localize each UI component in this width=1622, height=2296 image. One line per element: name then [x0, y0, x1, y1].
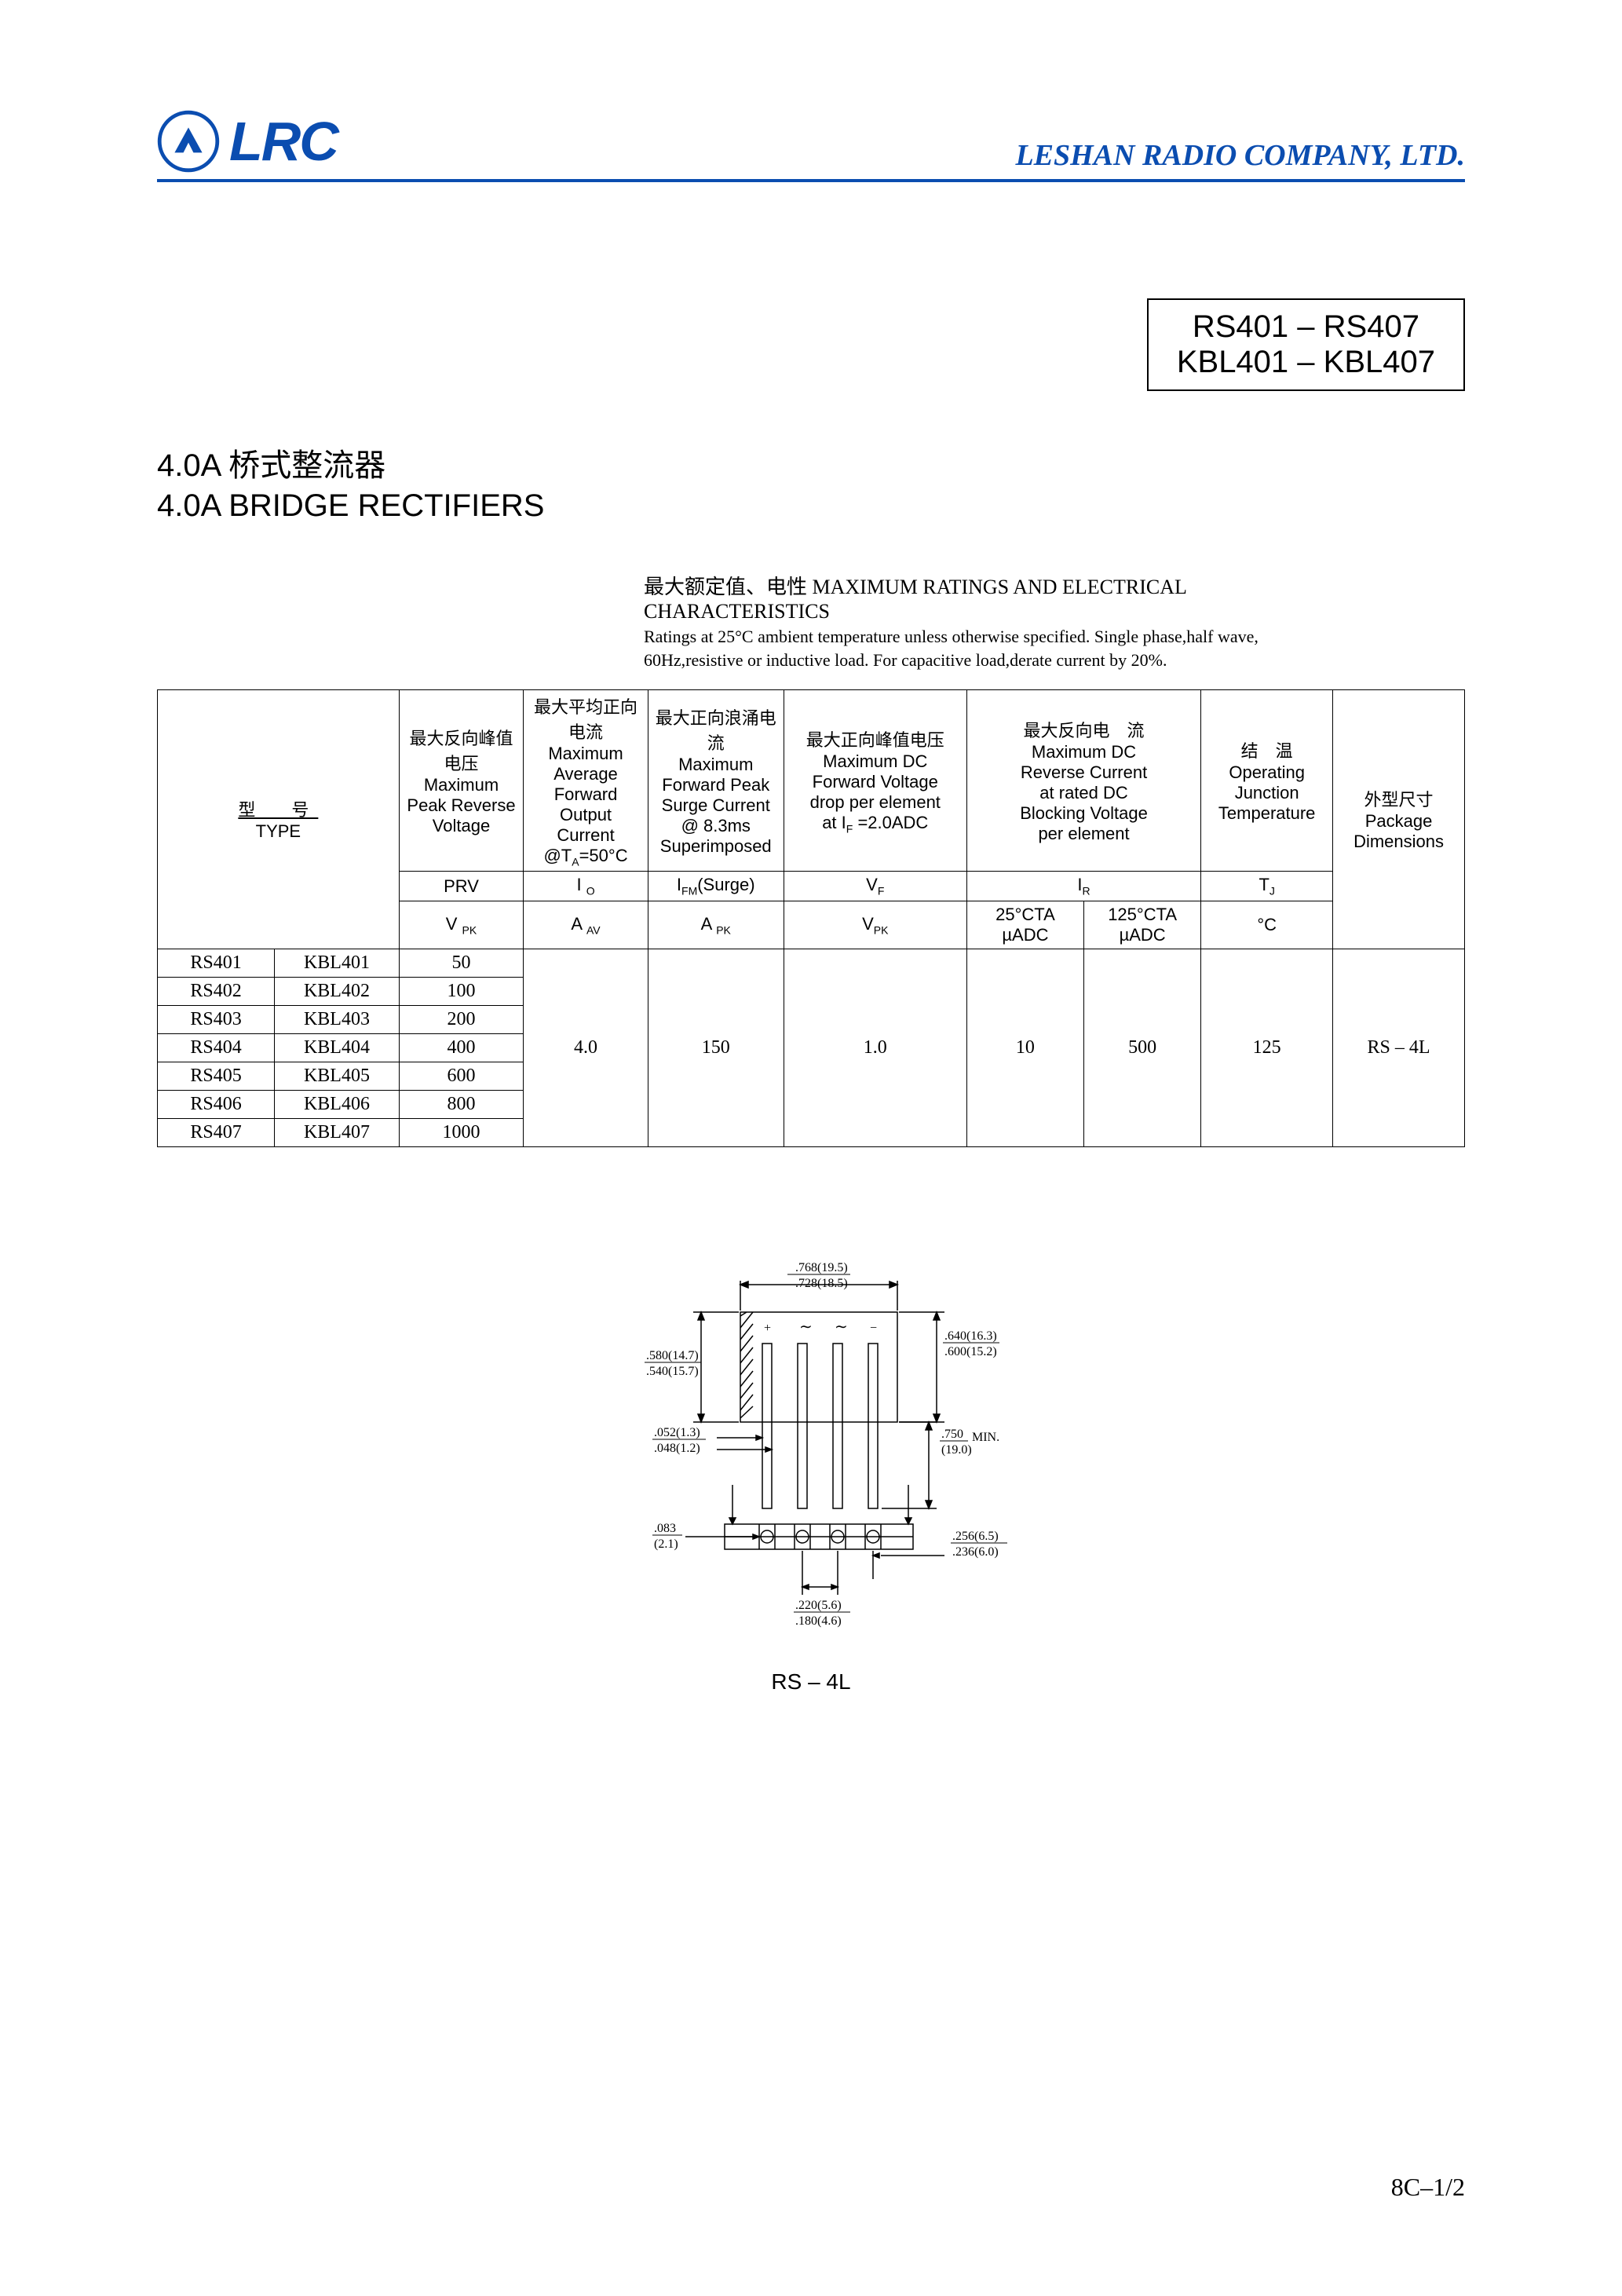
- pin-mark: +: [764, 1322, 771, 1335]
- cell-kbl: KBL406: [275, 1090, 400, 1118]
- cell-kbl: KBL402: [275, 977, 400, 1005]
- logo: LRC: [157, 110, 338, 173]
- cell-ir125: 500: [1084, 949, 1201, 1146]
- dim-lead-len-mm: (19.0): [941, 1443, 972, 1457]
- dim-pitch2-max: .220(5.6): [795, 1599, 842, 1612]
- page-header: LRC LESHAN RADIO COMPANY, LTD.: [157, 110, 1465, 204]
- col-prv: 最大反向峰值电压 Maximum Peak Reverse Voltage: [399, 690, 524, 872]
- col-pkg: 外型尺寸 Package Dimensions: [1333, 690, 1465, 949]
- cell-rs: RS404: [158, 1033, 275, 1062]
- unit-ifm: A PK: [648, 901, 784, 949]
- dim-body-h-min: .600(15.2): [944, 1345, 997, 1358]
- col-type: 型 号 TYPE: [158, 690, 400, 949]
- col-vf: 最大正向峰值电压 Maximum DCForward Voltagedrop p…: [784, 690, 966, 872]
- cell-rs: RS406: [158, 1090, 275, 1118]
- unit-ir25: 25°CTAµADC: [966, 901, 1083, 949]
- cell-kbl: KBL401: [275, 949, 400, 977]
- dim-width-top-min: .728(18.5): [795, 1277, 848, 1290]
- cell-rs: RS405: [158, 1062, 275, 1090]
- dim-lead-w-max: .052(1.3): [654, 1426, 700, 1439]
- col-io: 最大平均正向电流 MaximumAverageForwardOutputCurr…: [524, 690, 648, 872]
- cell-tj: 125: [1201, 949, 1333, 1146]
- dim-body-h-max: .640(16.3): [944, 1329, 997, 1343]
- unit-prv: V PK: [399, 901, 524, 949]
- ratings-header-line2: Ratings at 25°C ambient temperature unle…: [644, 627, 1350, 647]
- title-block: 4.0A 桥式整流器 4.0A BRIDGE RECTIFIERS: [157, 440, 1465, 524]
- page-footer: 8C–1/2: [1391, 2173, 1465, 2202]
- dim-pitch-min: .236(6.0): [952, 1545, 999, 1559]
- package-diagram: + ∼ ∼ − .768(19.5) .728: [157, 1241, 1465, 1695]
- cell-rs: RS407: [158, 1118, 275, 1146]
- dim-pitch-max: .256(6.5): [952, 1530, 999, 1543]
- cell-prv: 50: [399, 949, 524, 977]
- cell-kbl: KBL404: [275, 1033, 400, 1062]
- svg-text:∼: ∼: [835, 1318, 848, 1336]
- sym-tj: TJ: [1201, 872, 1333, 901]
- diagram-label: RS – 4L: [157, 1669, 1465, 1695]
- cell-kbl: KBL405: [275, 1062, 400, 1090]
- dim-width-top-max: .768(19.5): [795, 1261, 848, 1274]
- sym-prv: PRV: [399, 872, 524, 901]
- col-ifm: 最大正向浪涌电流 MaximumForward PeakSurge Curren…: [648, 690, 784, 872]
- cell-kbl: KBL407: [275, 1118, 400, 1146]
- cell-rs: RS402: [158, 977, 275, 1005]
- table-row: RS401 KBL401 50 4.0 150 1.0 10 500 125 R…: [158, 949, 1465, 977]
- cell-prv: 800: [399, 1090, 524, 1118]
- title-en: 4.0A BRIDGE RECTIFIERS: [157, 488, 1465, 524]
- cell-vf: 1.0: [784, 949, 966, 1146]
- package-diagram-svg: + ∼ ∼ − .768(19.5) .728: [560, 1241, 1062, 1650]
- part-line-1: RS401 – RS407: [1177, 309, 1435, 345]
- cell-prv: 400: [399, 1033, 524, 1062]
- cell-prv: 100: [399, 977, 524, 1005]
- dim-h-left-min: .540(15.7): [646, 1365, 699, 1378]
- logo-text: LRC: [229, 110, 338, 173]
- table-header-desc: 型 号 TYPE 最大反向峰值电压 Maximum Peak Reverse V…: [158, 690, 1465, 872]
- logo-icon: [157, 110, 220, 173]
- part-number-box: RS401 – RS407 KBL401 – KBL407: [1147, 298, 1465, 391]
- cell-io: 4.0: [524, 949, 648, 1146]
- unit-ir125: 125°CTAµADC: [1084, 901, 1201, 949]
- part-line-2: KBL401 – KBL407: [1177, 345, 1435, 380]
- cell-ir25: 10: [966, 949, 1083, 1146]
- sym-vf: VF: [784, 872, 966, 901]
- pin-mark: −: [870, 1322, 877, 1335]
- ratings-header: 最大额定值、电性 MAXIMUM RATINGS AND ELECTRICAL …: [644, 571, 1350, 671]
- cell-prv: 600: [399, 1062, 524, 1090]
- cell-rs: RS401: [158, 949, 275, 977]
- dim-hole-dia: .083: [654, 1522, 676, 1535]
- cell-pkg: RS – 4L: [1333, 949, 1465, 1146]
- unit-vf: VPK: [784, 901, 966, 949]
- svg-text:∼: ∼: [799, 1318, 813, 1336]
- col-ir: 最大反向电 流 Maximum DCReverse Currentat rate…: [966, 690, 1200, 872]
- spec-table: 型 号 TYPE 最大反向峰值电压 Maximum Peak Reverse V…: [157, 689, 1465, 1147]
- cell-prv: 200: [399, 1005, 524, 1033]
- unit-tj: °C: [1201, 901, 1333, 949]
- sym-ifm: IFM(Surge): [648, 872, 784, 901]
- dim-lead-len-suffix: MIN.: [972, 1431, 999, 1444]
- dim-h-left-max: .580(14.7): [646, 1349, 699, 1362]
- dim-lead-w-min: .048(1.2): [654, 1442, 700, 1455]
- cell-ifm: 150: [648, 949, 784, 1146]
- header-divider: [157, 179, 1465, 182]
- cell-kbl: KBL403: [275, 1005, 400, 1033]
- sym-ir: IR: [966, 872, 1200, 901]
- sym-io: I O: [524, 872, 648, 901]
- unit-io: A AV: [524, 901, 648, 949]
- cell-prv: 1000: [399, 1118, 524, 1146]
- col-tj: 结 温 Operating Junction Temperature: [1201, 690, 1333, 872]
- svg-text:.750: .750: [941, 1428, 963, 1441]
- ratings-header-line3: 60Hz,resistive or inductive load. For ca…: [644, 650, 1350, 671]
- dim-hole-dia-mm: (2.1): [654, 1537, 678, 1551]
- dim-pitch2-min: .180(4.6): [795, 1614, 842, 1628]
- company-name: LESHAN RADIO COMPANY, LTD.: [1015, 138, 1465, 173]
- title-cn: 4.0A 桥式整流器: [157, 440, 1465, 485]
- ratings-header-cn: 最大额定值、电性: [644, 576, 807, 598]
- cell-rs: RS403: [158, 1005, 275, 1033]
